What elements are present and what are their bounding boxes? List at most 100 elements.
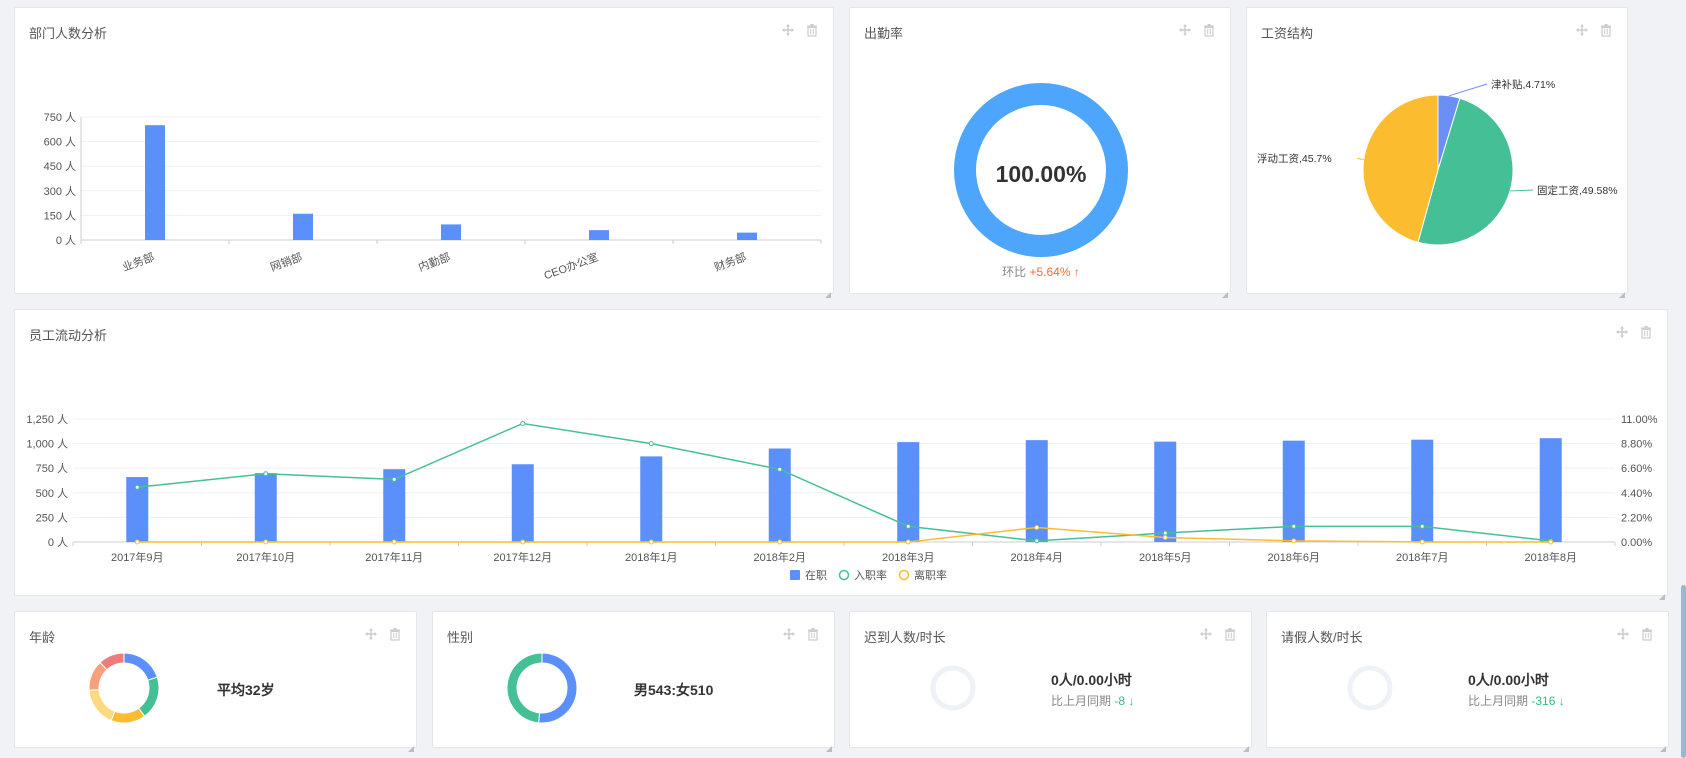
bar bbox=[126, 477, 149, 542]
age-donut bbox=[88, 652, 160, 724]
leave-compare: 比上月同期 -316 ↓ bbox=[1468, 692, 1565, 709]
attendance-compare-label: 环比 bbox=[1002, 265, 1027, 279]
y-tick-label: 750 人 bbox=[36, 462, 68, 475]
bar bbox=[383, 469, 406, 542]
resize-handle-icon[interactable] bbox=[826, 739, 832, 752]
resize-handle-icon[interactable] bbox=[1619, 285, 1625, 298]
salary-pie-chart: 津补贴,4.71% 固定工资,49.58% 浮动工资,45.7% bbox=[1257, 78, 1618, 246]
bar bbox=[293, 213, 313, 240]
move-icon[interactable] bbox=[1199, 627, 1213, 641]
resize-handle-icon[interactable] bbox=[1660, 739, 1666, 752]
resize-handle-icon[interactable] bbox=[1222, 285, 1228, 298]
series-point bbox=[134, 539, 140, 545]
late-compare: 比上月同期 -8 ↓ bbox=[1051, 692, 1134, 709]
y2-tick-label: 0.00% bbox=[1621, 537, 1652, 549]
scrollbar-handle[interactable] bbox=[1681, 585, 1686, 758]
pie-slice-label: 浮动工资,45.7% bbox=[1257, 153, 1332, 165]
legend-swatch bbox=[838, 569, 850, 581]
trash-icon[interactable] bbox=[1640, 627, 1654, 641]
leave-empty-ring bbox=[1347, 665, 1393, 711]
move-icon[interactable] bbox=[1615, 325, 1629, 339]
x-tick-label: 2018年6月 bbox=[1267, 550, 1320, 564]
trash-icon[interactable] bbox=[1223, 627, 1237, 641]
y-tick-label: 0 人 bbox=[48, 536, 68, 549]
x-tick-label: 2018年1月 bbox=[625, 550, 678, 564]
bar bbox=[1025, 440, 1048, 542]
donut-slice bbox=[110, 707, 146, 724]
series-point bbox=[1034, 524, 1040, 530]
donut-slice bbox=[538, 652, 578, 724]
bar bbox=[145, 125, 165, 240]
move-icon[interactable] bbox=[364, 627, 378, 641]
x-tick-label: CEO办公室 bbox=[542, 250, 600, 283]
leave-card: 请假人数/时长 0人/0.00小时 比上月同期 -316 ↓ bbox=[1266, 611, 1669, 752]
series-point bbox=[1162, 535, 1168, 541]
late-card: 迟到人数/时长 0人/0.00小时 比上月同期 -8 ↓ bbox=[849, 611, 1252, 752]
attendance-card: 出勤率 100.00% 环比 +5.64% ↑ bbox=[849, 7, 1231, 298]
resize-handle-icon[interactable] bbox=[1659, 587, 1665, 600]
resize-handle-icon[interactable] bbox=[408, 739, 414, 752]
x-tick-label: 财务部 bbox=[712, 250, 748, 274]
trash-icon[interactable] bbox=[1639, 325, 1653, 339]
legend-label: 在职 bbox=[805, 569, 827, 582]
late-empty-ring bbox=[930, 665, 976, 711]
resize-handle-icon[interactable] bbox=[1243, 739, 1249, 752]
legend-swatch bbox=[790, 570, 800, 580]
leave-compare-label: 比上月同期 bbox=[1468, 694, 1529, 708]
series-point bbox=[777, 539, 783, 545]
trash-icon[interactable] bbox=[388, 627, 402, 641]
series-point bbox=[648, 539, 654, 545]
bar bbox=[511, 464, 534, 542]
x-tick-label: 网销部 bbox=[268, 250, 304, 274]
bar bbox=[1539, 438, 1562, 542]
legend-label: 离职率 bbox=[914, 568, 947, 582]
late-compare-value: -8 bbox=[1114, 694, 1126, 708]
donut-slice bbox=[88, 689, 116, 722]
move-icon[interactable] bbox=[1178, 23, 1192, 37]
y-tick-label: 1,000 人 bbox=[26, 438, 68, 451]
move-icon[interactable] bbox=[1616, 627, 1630, 641]
bar bbox=[441, 224, 461, 240]
move-icon[interactable] bbox=[1575, 23, 1589, 37]
pie-label-line bbox=[1448, 83, 1488, 97]
x-tick-label: 2018年2月 bbox=[753, 550, 806, 564]
gender-card: 性别 男543:女510 bbox=[432, 611, 835, 752]
pie-slice-label: 固定工资,49.58% bbox=[1537, 184, 1618, 197]
dept-card-title: 部门人数分析 bbox=[29, 26, 108, 41]
bar bbox=[1154, 441, 1177, 542]
x-tick-label: 2018年7月 bbox=[1396, 550, 1449, 564]
resize-handle-icon[interactable] bbox=[825, 285, 831, 298]
dept-card: 部门人数分析 0 人 150 人 300 人 450 人 600 人 750 人业务部 网销… bbox=[14, 7, 834, 298]
move-icon[interactable] bbox=[782, 627, 796, 641]
series-point bbox=[263, 471, 269, 477]
donut-slice bbox=[123, 652, 158, 681]
leave-card-title: 请假人数/时长 bbox=[1281, 630, 1363, 645]
bar bbox=[254, 473, 277, 542]
age-card: 年龄 平均32岁 bbox=[14, 611, 417, 752]
arrow-down-icon: ↓ bbox=[1558, 694, 1565, 708]
trash-icon[interactable] bbox=[805, 23, 819, 37]
x-tick-label: 2017年9月 bbox=[111, 550, 164, 564]
y-tick-label: 600 人 bbox=[44, 136, 76, 149]
donut-slice bbox=[137, 676, 160, 718]
bar bbox=[640, 456, 663, 542]
trash-icon[interactable] bbox=[806, 627, 820, 641]
y-tick-label: 1,250 人 bbox=[26, 413, 68, 426]
bar bbox=[897, 442, 920, 542]
move-icon[interactable] bbox=[781, 23, 795, 37]
y2-tick-label: 2.20% bbox=[1621, 512, 1652, 524]
trash-icon[interactable] bbox=[1202, 23, 1216, 37]
age-card-title: 年龄 bbox=[29, 630, 56, 645]
series-line bbox=[137, 526, 1551, 543]
series-point bbox=[1419, 539, 1425, 545]
x-tick-label: 内勤部 bbox=[416, 250, 452, 274]
y-tick-label: 150 人 bbox=[44, 209, 76, 222]
bar bbox=[1282, 440, 1305, 542]
attendance-donut bbox=[954, 83, 1128, 257]
x-tick-label: 2017年10月 bbox=[236, 550, 295, 564]
y2-tick-label: 8.80% bbox=[1621, 439, 1652, 451]
trash-icon[interactable] bbox=[1599, 23, 1613, 37]
y-tick-label: 450 人 bbox=[44, 160, 76, 173]
salary-card: 工资结构 津补贴,4.71% 固定工资,49.58% 浮动工资,45.7% bbox=[1246, 7, 1628, 298]
